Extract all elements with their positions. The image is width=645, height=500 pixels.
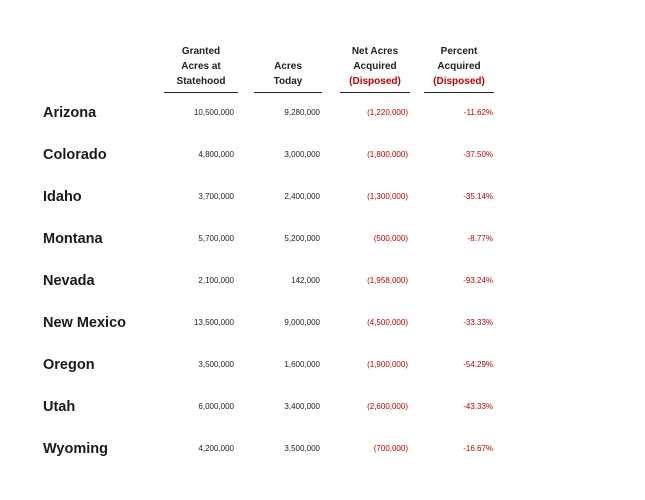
acres-today-cell: 2,400,000 <box>284 192 320 201</box>
header-line: Percent <box>440 46 478 57</box>
state-name: Colorado <box>43 147 107 163</box>
header-line: Statehood <box>176 76 226 87</box>
granted-acres-cell: 5,700,000 <box>198 234 234 243</box>
table-row: Colorado 4,800,000 3,000,000 (1,800,000)… <box>0 144 645 168</box>
state-name: Montana <box>43 231 103 247</box>
percent-cell: -35.14% <box>463 192 493 201</box>
header-net-acres: Net Acres Acquired (Disposed) <box>340 44 410 93</box>
granted-acres-cell: 4,200,000 <box>198 444 234 453</box>
net-acres-cell: (4,500,000) <box>367 318 408 327</box>
granted-acres-cell: 10,500,000 <box>193 108 234 117</box>
table-row: Oregon 3,500,000 1,600,000 (1,900,000) -… <box>0 354 645 378</box>
net-acres-cell: (1,220,000) <box>367 108 408 117</box>
net-acres-cell: (500,000) <box>373 234 408 243</box>
state-name: Utah <box>43 399 76 415</box>
state-name: Wyoming <box>43 441 108 457</box>
percent-cell: -8.77% <box>467 234 493 243</box>
granted-acres-cell: 13,500,000 <box>193 318 234 327</box>
header-line: Acquired <box>353 61 397 72</box>
header-line: (Disposed) <box>433 76 485 87</box>
acres-today-cell: 3,000,000 <box>284 150 320 159</box>
state-name: Oregon <box>43 357 95 373</box>
header-underline <box>424 91 494 93</box>
state-name: Idaho <box>43 189 82 205</box>
percent-cell: -43.33% <box>463 402 493 411</box>
acres-today-cell: 3,500,000 <box>284 444 320 453</box>
header-percent: Percent Acquired (Disposed) <box>424 44 494 93</box>
header-acres-today: Acres Today <box>254 59 322 93</box>
net-acres-cell: (1,900,000) <box>367 360 408 369</box>
percent-cell: -33.33% <box>463 318 493 327</box>
percent-cell: -11.62% <box>463 108 493 117</box>
acres-today-cell: 142,000 <box>291 276 320 285</box>
state-name: Arizona <box>43 105 97 121</box>
header-line: Acquired <box>437 61 481 72</box>
percent-cell: -54.29% <box>463 360 493 369</box>
acres-today-cell: 1,600,000 <box>284 360 320 369</box>
header-underline <box>254 91 322 93</box>
header-underline <box>164 91 238 93</box>
header-granted-acres: Granted Acres at Statehood <box>164 44 238 93</box>
table-row: New Mexico 13,500,000 9,000,000 (4,500,0… <box>0 312 645 336</box>
granted-acres-cell: 6,000,000 <box>198 402 234 411</box>
net-acres-cell: (1,300,000) <box>367 192 408 201</box>
acres-today-cell: 3,400,000 <box>284 402 320 411</box>
granted-acres-cell: 3,700,000 <box>198 192 234 201</box>
table-row: Idaho 3,700,000 2,400,000 (1,300,000) -3… <box>0 186 645 210</box>
header-line: Acres at <box>181 61 221 72</box>
table-row: Arizona 10,500,000 9,280,000 (1,220,000)… <box>0 102 645 126</box>
net-acres-cell: (1,800,000) <box>367 150 408 159</box>
header-line: Acres <box>274 61 302 72</box>
percent-cell: -16.67% <box>463 444 493 453</box>
state-name: New Mexico <box>43 315 126 331</box>
header-line: Net Acres <box>351 46 399 57</box>
header-underline <box>340 91 410 93</box>
percent-cell: -37.50% <box>463 150 493 159</box>
table-row: Montana 5,700,000 5,200,000 (500,000) -8… <box>0 228 645 252</box>
net-acres-cell: (1,958,000) <box>367 276 408 285</box>
acres-today-cell: 9,280,000 <box>284 108 320 117</box>
granted-acres-cell: 3,500,000 <box>198 360 234 369</box>
table-row: Utah 6,000,000 3,400,000 (2,600,000) -43… <box>0 396 645 420</box>
table-row: Wyoming 4,200,000 3,500,000 (700,000) -1… <box>0 438 645 462</box>
acres-today-cell: 5,200,000 <box>284 234 320 243</box>
state-name: Nevada <box>43 273 95 289</box>
net-acres-cell: (2,600,000) <box>367 402 408 411</box>
header-line: Today <box>273 76 303 87</box>
granted-acres-cell: 4,800,000 <box>198 150 234 159</box>
percent-cell: -93.24% <box>463 276 493 285</box>
net-acres-cell: (700,000) <box>373 444 408 453</box>
table-row: Nevada 2,100,000 142,000 (1,958,000) -93… <box>0 270 645 294</box>
header-line: (Disposed) <box>349 76 401 87</box>
granted-acres-cell: 2,100,000 <box>198 276 234 285</box>
acres-today-cell: 9,000,000 <box>284 318 320 327</box>
header-line: Granted <box>181 46 221 57</box>
